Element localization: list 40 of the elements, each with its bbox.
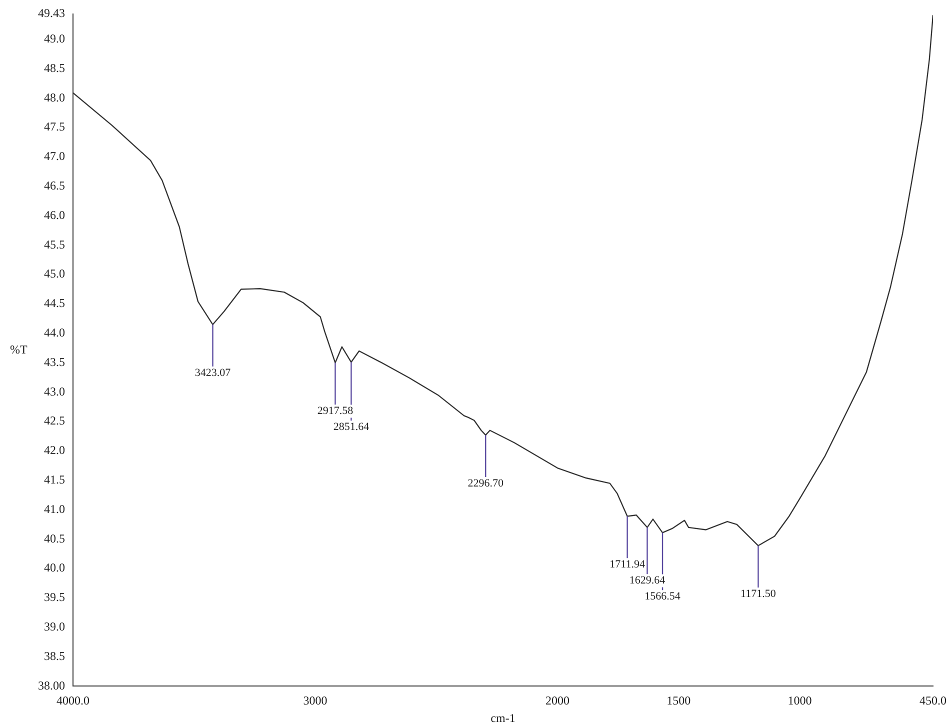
y-tick-label: 49.0 [44,31,65,46]
annotation: 1566.54 [644,590,681,603]
y-tick-label: 48.5 [44,60,65,75]
annotation: 3423.07 [194,366,232,379]
y-tick-label: 39.0 [44,620,65,634]
annotation: 2851.64 [333,421,370,434]
annotation: 1171.50 [740,588,776,600]
y-tick-label: 48.0 [44,90,65,104]
annotation: 2296.70 [468,477,504,490]
y-tick-label: 38.5 [44,648,65,663]
y-tick-label: 44.5 [44,296,65,310]
y-tick-label: 41.0 [44,502,65,516]
y-axis-title: %T [10,342,28,356]
y-tick-label: 44.0 [44,325,65,340]
y-tick-label: 41.5 [44,472,65,487]
x-axis-title: cm-1 [490,710,516,725]
y-tick-label: 42.0 [44,443,65,458]
y-tick-label: 38.00 [38,678,65,692]
y-tick-label: 42.5 [44,414,65,428]
y-tick-label: 40.5 [44,531,65,546]
annotation: 2917.58 [317,405,354,418]
x-tick-label: 450.0 [920,694,946,708]
y-tick-label: 46.0 [44,208,65,222]
y-tick-label: 49.43 [38,6,65,20]
y-tick-label: 39.5 [44,590,65,604]
x-tick-label: 3000 [303,694,328,708]
x-tick-label: 1500 [666,694,691,708]
y-tick-label: 47.0 [44,149,65,164]
y-tick-label: 45.5 [44,237,65,252]
y-tick-label: 40.0 [44,560,65,575]
y-tick-label: 43.0 [44,384,65,398]
annotation: 1629.64 [629,574,666,587]
x-tick-label: 4000.0 [56,694,90,708]
x-tick-label: 1000 [788,694,812,708]
y-tick-label: 46.5 [44,178,65,192]
y-tick-label: 45.0 [44,266,65,281]
y-tick-label: 43.5 [44,354,65,369]
x-tick-label: 2000 [546,694,570,708]
y-tick-label: 47.5 [44,120,65,134]
annotation: 1711.94 [610,558,646,571]
